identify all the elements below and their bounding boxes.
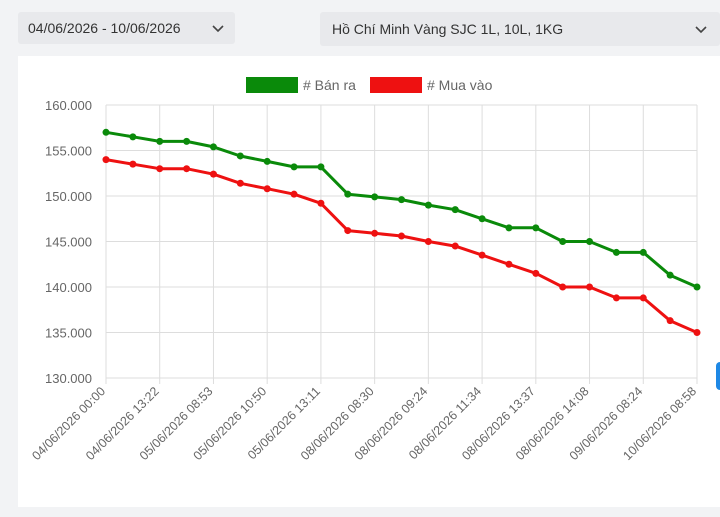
data-point-sell[interactable] bbox=[451, 206, 459, 214]
data-point-buy[interactable] bbox=[559, 283, 567, 291]
data-point-sell[interactable] bbox=[505, 224, 513, 232]
y-tick-label: 140.000 bbox=[45, 280, 92, 295]
data-point-sell[interactable] bbox=[156, 137, 164, 145]
data-point-sell[interactable] bbox=[317, 163, 325, 171]
data-point-buy[interactable] bbox=[666, 317, 674, 325]
product-select-value: Hồ Chí Minh Vàng SJC 1L, 10L, 1KG bbox=[332, 21, 564, 37]
data-point-sell[interactable] bbox=[371, 193, 379, 201]
data-point-buy[interactable] bbox=[505, 260, 513, 268]
legend-label: # Mua vào bbox=[427, 77, 493, 93]
data-point-buy[interactable] bbox=[532, 269, 540, 277]
legend-item-sell[interactable]: # Bán ra bbox=[246, 77, 356, 93]
data-point-sell[interactable] bbox=[612, 248, 620, 256]
data-point-buy[interactable] bbox=[317, 199, 325, 207]
data-point-buy[interactable] bbox=[183, 165, 191, 173]
data-point-sell[interactable] bbox=[236, 152, 244, 160]
data-point-buy[interactable] bbox=[693, 329, 701, 336]
data-point-sell[interactable] bbox=[263, 157, 271, 165]
data-point-buy[interactable] bbox=[209, 170, 217, 178]
data-point-sell[interactable] bbox=[666, 271, 674, 279]
data-point-sell[interactable] bbox=[639, 248, 647, 256]
data-point-sell[interactable] bbox=[398, 196, 405, 204]
data-point-buy[interactable] bbox=[639, 294, 647, 302]
chevron-down-icon bbox=[695, 26, 707, 34]
series-line-sell bbox=[105, 130, 698, 289]
data-point-sell[interactable] bbox=[183, 137, 191, 145]
grid-lines bbox=[105, 104, 698, 384]
data-point-sell[interactable] bbox=[290, 163, 298, 171]
data-point-buy[interactable] bbox=[398, 232, 405, 240]
y-axis-ticks: 130.000 135.000 140.000 145.000 150.000 155.0… bbox=[45, 98, 92, 386]
legend-label: # Bán ra bbox=[303, 77, 356, 93]
data-point-buy[interactable] bbox=[236, 179, 244, 187]
series-line-buy bbox=[105, 158, 698, 334]
price-line-chart: 130.000 135.000 140.000 145.000 150.000 155.0… bbox=[29, 77, 701, 463]
side-scroll-tab[interactable] bbox=[716, 362, 720, 390]
legend-item-buy[interactable]: # Mua vào bbox=[370, 77, 493, 93]
y-tick-label: 160.000 bbox=[45, 98, 92, 113]
chart-card: 130.000 135.000 140.000 145.000 150.000 155.0… bbox=[18, 56, 720, 507]
y-tick-label: 135.000 bbox=[45, 326, 92, 341]
data-point-buy[interactable] bbox=[102, 156, 110, 164]
data-point-buy[interactable] bbox=[263, 185, 271, 193]
legend-swatch bbox=[370, 77, 422, 93]
data-point-sell[interactable] bbox=[344, 190, 352, 198]
date-range-picker[interactable]: 04/06/2026 - 10/06/2026 bbox=[18, 12, 235, 44]
data-point-sell[interactable] bbox=[693, 283, 701, 291]
data-point-buy[interactable] bbox=[129, 160, 137, 168]
data-point-sell[interactable] bbox=[559, 238, 567, 245]
product-select[interactable]: Hồ Chí Minh Vàng SJC 1L, 10L, 1KG bbox=[320, 12, 720, 46]
data-point-sell[interactable] bbox=[209, 143, 217, 151]
data-point-sell[interactable] bbox=[478, 215, 486, 223]
y-tick-label: 145.000 bbox=[45, 235, 92, 250]
data-point-buy[interactable] bbox=[156, 165, 164, 173]
data-point-buy[interactable] bbox=[586, 283, 594, 291]
legend[interactable]: # Bán ra # Mua vào bbox=[246, 77, 493, 93]
y-tick-label: 155.000 bbox=[45, 144, 92, 159]
data-point-buy[interactable] bbox=[451, 242, 459, 250]
data-point-buy[interactable] bbox=[371, 229, 379, 237]
data-point-buy[interactable] bbox=[424, 238, 432, 245]
data-point-sell[interactable] bbox=[129, 133, 137, 141]
date-range-value: 04/06/2026 - 10/06/2026 bbox=[28, 20, 181, 36]
data-point-buy[interactable] bbox=[478, 251, 486, 259]
data-point-buy[interactable] bbox=[612, 294, 620, 302]
y-tick-label: 150.000 bbox=[45, 189, 92, 204]
data-point-sell[interactable] bbox=[102, 128, 110, 136]
data-point-sell[interactable] bbox=[532, 224, 540, 232]
chevron-down-icon bbox=[212, 25, 224, 33]
data-point-buy[interactable] bbox=[344, 227, 352, 235]
series-layer bbox=[102, 128, 701, 336]
data-point-sell[interactable] bbox=[586, 238, 594, 245]
data-point-sell[interactable] bbox=[424, 201, 432, 209]
y-tick-label: 130.000 bbox=[45, 371, 92, 386]
data-point-buy[interactable] bbox=[290, 190, 298, 198]
legend-swatch bbox=[246, 77, 298, 93]
